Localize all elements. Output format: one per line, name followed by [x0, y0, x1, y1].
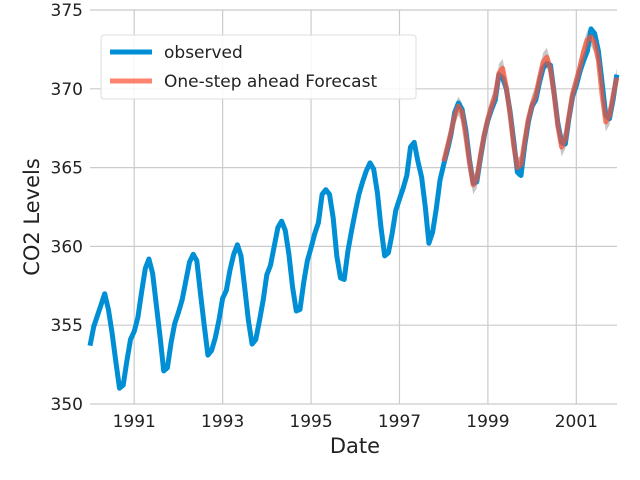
x-tick-label: 1999	[466, 412, 509, 432]
y-axis-label: CO2 Levels	[20, 158, 44, 276]
x-tick-label: 1995	[289, 412, 332, 432]
y-tick-label: 360	[51, 237, 83, 257]
tick-labels: 350 355 360 365 370 375 1991 1993 1995 1997 1999 20…	[51, 1, 598, 432]
y-tick-label: 370	[51, 80, 83, 100]
y-tick-label: 375	[51, 1, 83, 21]
y-tick-label: 350	[51, 395, 83, 415]
x-tick-label: 1993	[201, 412, 244, 432]
x-axis-label: Date	[330, 434, 380, 458]
legend-label-forecast: One-step ahead Forecast	[164, 72, 377, 92]
y-tick-label: 365	[51, 159, 83, 179]
x-tick-label: 1991	[113, 412, 156, 432]
series-line-forecast	[441, 34, 620, 188]
legend-label-observed: observed	[164, 43, 243, 63]
y-tick-label: 355	[51, 316, 83, 336]
legend: observed One-step ahead Forecast	[100, 34, 417, 100]
series-layer	[87, 26, 620, 391]
x-tick-label: 1997	[378, 412, 421, 432]
legend-box	[100, 34, 417, 100]
x-tick-label: 2001	[555, 412, 598, 432]
